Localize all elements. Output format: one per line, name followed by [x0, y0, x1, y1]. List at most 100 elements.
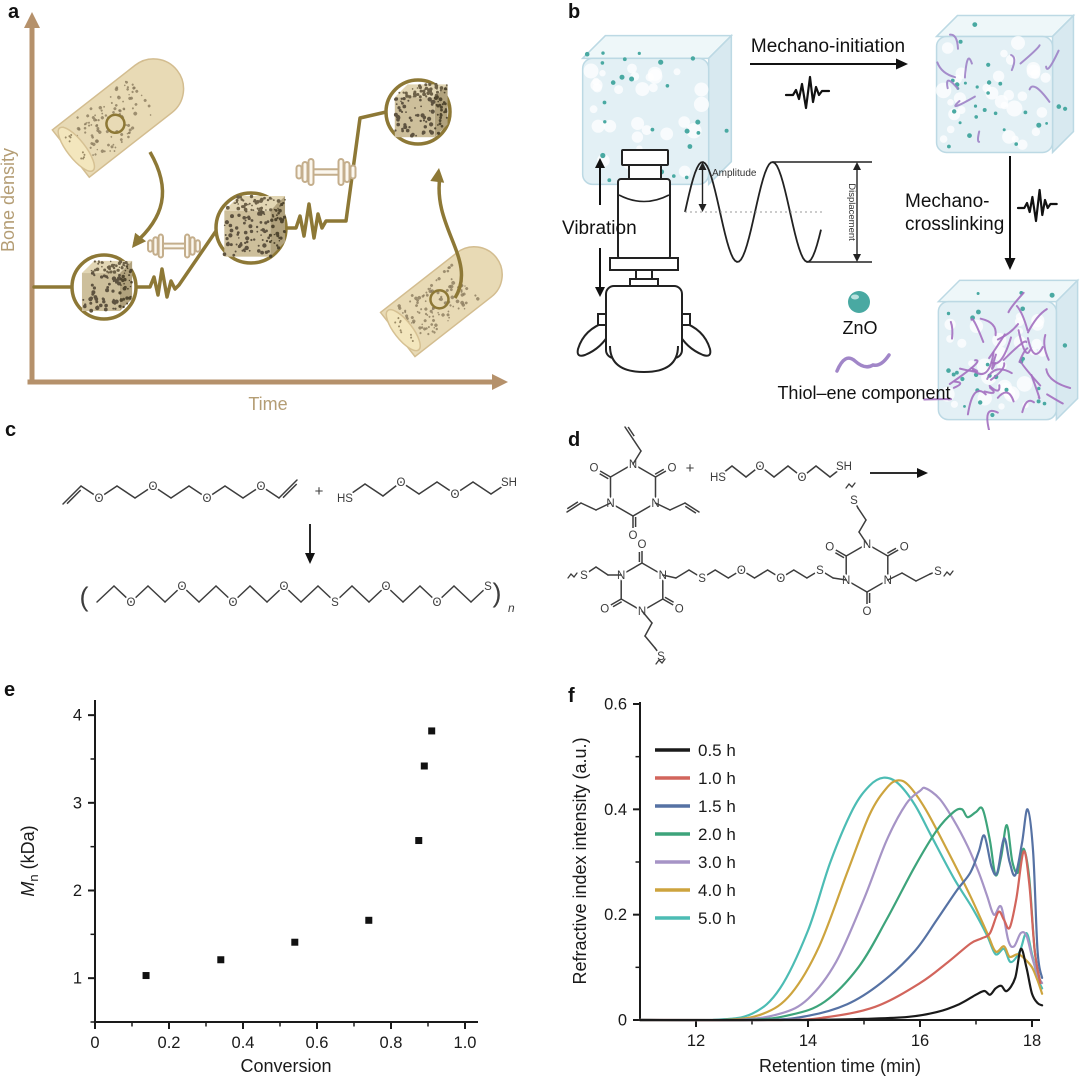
thiol-ene-step-growth-scheme: O O O O HS O O SH O O O O S O O S — [62, 475, 519, 611]
svg-text:Retention time (min): Retention time (min) — [759, 1056, 921, 1076]
svg-text:1: 1 — [73, 970, 82, 988]
gpc-trace-1.0h — [638, 850, 1042, 1022]
panel-label-a: a — [8, 1, 20, 23]
svg-text:O: O — [675, 604, 684, 616]
svg-text:O: O — [95, 493, 104, 505]
trabecular-bone-cube — [81, 260, 133, 313]
repeat-subscript-n: n — [508, 601, 515, 615]
panel-label-b: b — [568, 1, 580, 23]
svg-text:O: O — [590, 463, 599, 475]
panel-label-e: e — [4, 680, 15, 701]
polymer-gel-cube — [923, 278, 1080, 430]
svg-text:O: O — [149, 481, 158, 493]
svg-text:O: O — [203, 493, 212, 505]
svg-text:SH: SH — [501, 477, 517, 489]
gpc-trace-1.5h — [638, 808, 1044, 1022]
svg-text:0.4: 0.4 — [604, 801, 627, 819]
svg-text:O: O — [280, 581, 289, 593]
svg-text:S: S — [698, 573, 706, 585]
mechano-crosslinking-label-2: crosslinking — [905, 214, 1004, 235]
data-point — [420, 762, 428, 770]
plus-sign: + — [315, 483, 324, 500]
svg-text:S: S — [816, 565, 824, 577]
f-y-axis-label: Refractive index intensity (a.u.) — [570, 737, 590, 984]
panel-b-mechanochemistry-scheme: b Mechano-initiation Vibration Amplitude… — [562, 1, 1080, 430]
close-paren: ) — [493, 578, 502, 608]
svg-text:1.5 h: 1.5 h — [698, 797, 736, 816]
svg-text:S: S — [580, 570, 588, 582]
trabecular-bone-cube — [222, 194, 287, 258]
vibration-label: Vibration — [562, 218, 637, 239]
open-paren: ( — [80, 582, 89, 612]
svg-text:S: S — [850, 495, 858, 507]
svg-text:O: O — [756, 461, 765, 473]
svg-text:0.4: 0.4 — [232, 1034, 255, 1052]
polymer-gel-cube — [934, 13, 1076, 155]
svg-text:HS: HS — [337, 493, 353, 505]
svg-text:0: 0 — [618, 1012, 627, 1030]
svg-text:O: O — [863, 606, 872, 618]
svg-text:O: O — [257, 481, 266, 493]
polymer-gel-cube — [580, 33, 734, 187]
panel-c-linear-thiol-ene-reaction: O O O O HS O O SH O O O O S O O S c + ( ) n — [5, 420, 519, 615]
zno-label: ZnO — [842, 318, 877, 338]
bone-illustration — [51, 58, 185, 179]
gpc-trace-4.0h — [638, 779, 1044, 1022]
svg-text:O: O — [433, 597, 442, 609]
svg-text:N: N — [842, 575, 850, 587]
data-point — [291, 938, 299, 946]
amplitude-label: Amplitude — [712, 168, 757, 179]
gpc-trace-0.5h — [638, 947, 1044, 1022]
svg-text:SH: SH — [836, 461, 852, 473]
svg-text:O: O — [798, 472, 807, 484]
svg-text:0: 0 — [90, 1034, 99, 1052]
plus-sign: + — [686, 460, 695, 477]
svg-text:O: O — [397, 477, 406, 489]
svg-text:12: 12 — [687, 1032, 705, 1050]
zno-particle-icon — [848, 291, 870, 313]
bone-illustration — [379, 246, 503, 358]
mechano-scheme-art — [576, 13, 1080, 430]
svg-text:O: O — [451, 489, 460, 501]
panel-e-mn-vs-conversion-chart: 0 0.2 0.4 0.6 0.8 1.0 1 2 3 4 Conversion Mn (kDa) e — [4, 680, 478, 1076]
data-point — [415, 837, 423, 845]
isocyanurate-crosslink-scheme: OOONNNHSOOSHOOONNNOOONNNSSOOSSSS — [566, 426, 954, 665]
svg-text:O: O — [382, 581, 391, 593]
svg-text:O: O — [737, 565, 746, 577]
panel-label-d: d — [568, 429, 580, 451]
svg-text:N: N — [659, 570, 667, 582]
svg-text:O: O — [178, 581, 187, 593]
panel-d-crosslinked-thiol-ene-reaction: OOONNNHSOOSHOOONNNOOONNNSSOOSSSS d + — [566, 426, 954, 665]
svg-text:N: N — [651, 498, 659, 510]
svg-text:N: N — [863, 539, 871, 551]
thiol-ene-label: Thiol–ene component — [777, 383, 950, 403]
svg-text:0.6: 0.6 — [306, 1034, 329, 1052]
data-point — [365, 916, 373, 924]
svg-text:S: S — [484, 581, 492, 593]
dumbbell-icon — [147, 233, 201, 259]
svg-text:O: O — [638, 539, 647, 551]
svg-text:5.0 h: 5.0 h — [698, 909, 736, 928]
mechano-initiation-label: Mechano-initiation — [751, 36, 905, 57]
svg-text:2.0 h: 2.0 h — [698, 825, 736, 844]
svg-text:O: O — [900, 542, 909, 554]
svg-text:HS: HS — [710, 472, 726, 484]
svg-text:1.0: 1.0 — [454, 1034, 477, 1052]
svg-text:O: O — [776, 573, 785, 585]
svg-text:Conversion: Conversion — [240, 1056, 331, 1076]
gpc-trace-3.0h — [638, 786, 1044, 1022]
svg-text:0.2: 0.2 — [604, 906, 627, 924]
svg-text:S: S — [331, 597, 339, 609]
displacement-label: Displacement — [846, 183, 857, 241]
svg-text:N: N — [884, 575, 892, 587]
line-chart: 12 14 16 18 0 0.2 0.4 0.6 0.5 h 1.0 h 1.5 h 2.0 h 3.… — [570, 696, 1044, 1076]
data-point — [142, 972, 150, 980]
panel-label-c: c — [5, 420, 16, 441]
thiol-ene-strand-icon — [835, 353, 891, 373]
a-y-axis-label: Bone density — [0, 148, 18, 252]
svg-text:O: O — [629, 530, 638, 542]
svg-text:N: N — [617, 570, 625, 582]
e-y-axis-label: Mn (kDa) — [18, 825, 41, 896]
svg-text:1.0 h: 1.0 h — [698, 769, 736, 788]
